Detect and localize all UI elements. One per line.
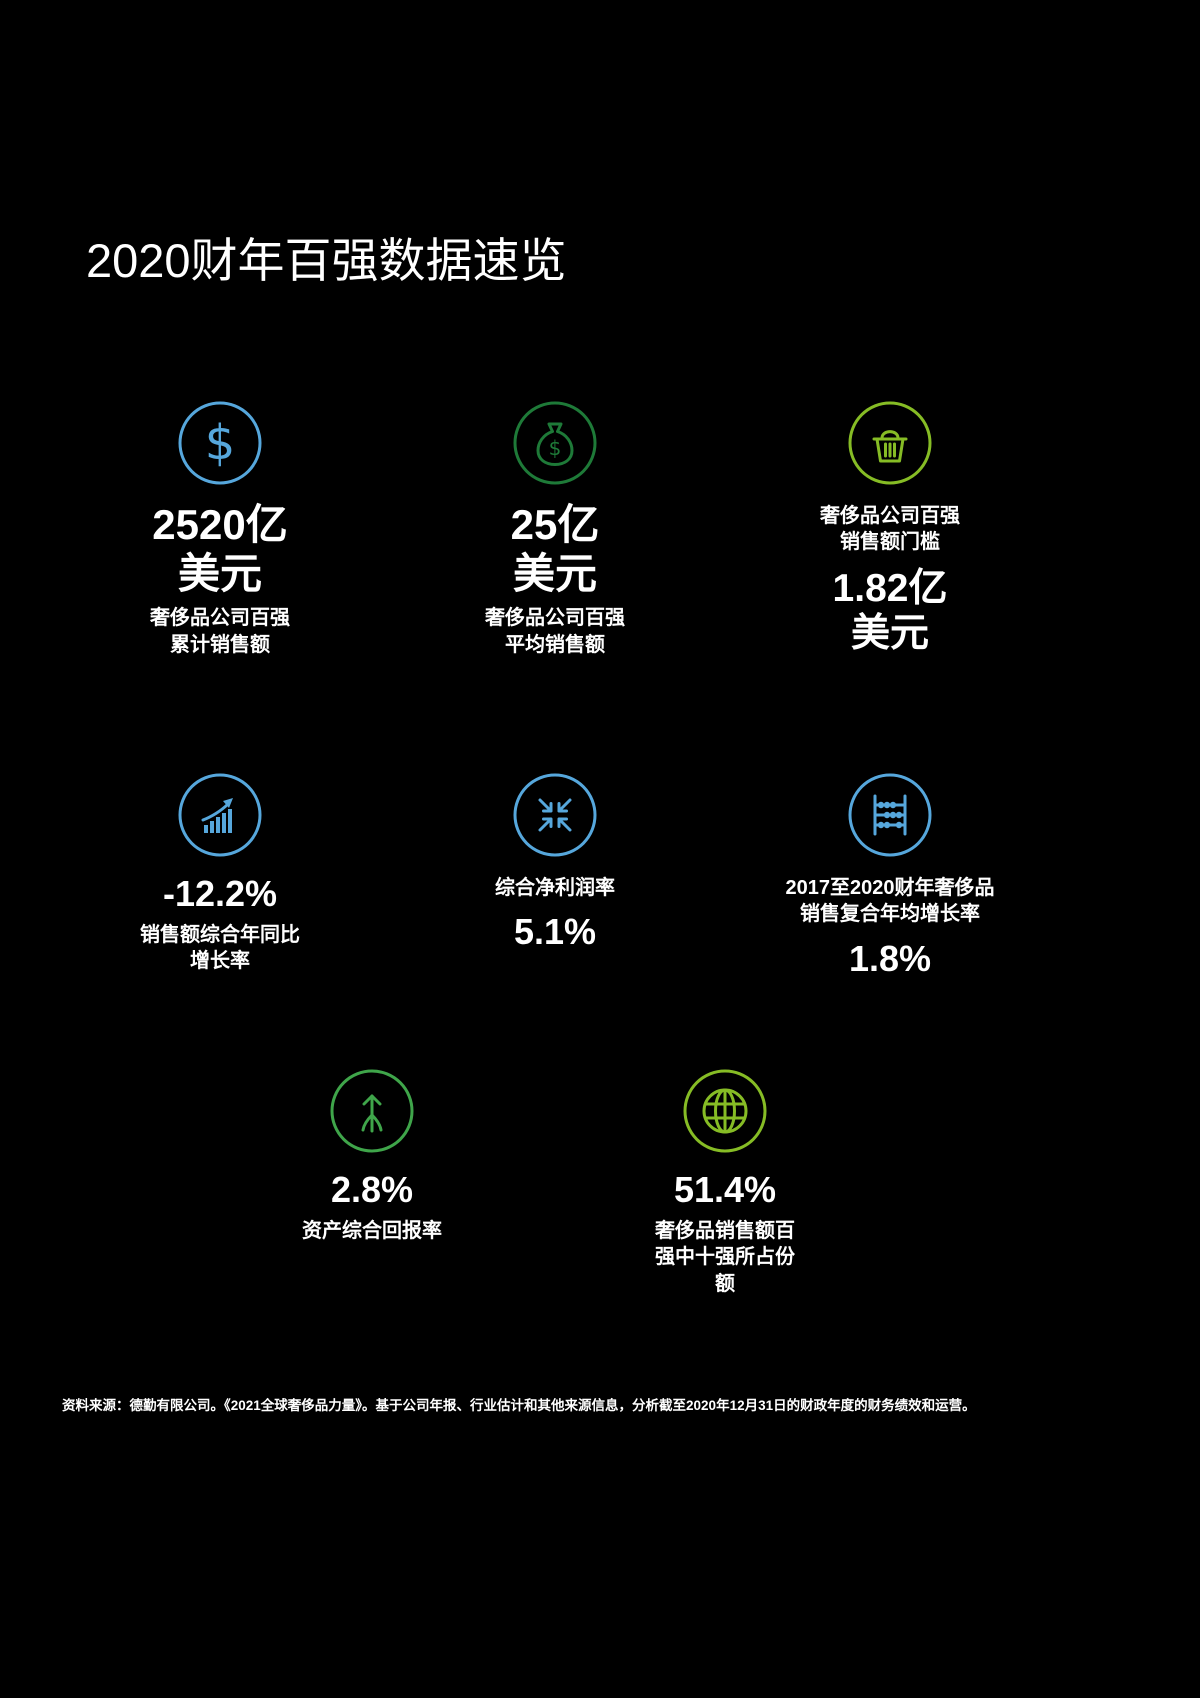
stat-value: -12.2% — [162, 873, 278, 914]
stat-label: 销售额综合年同比 增长率 — [140, 923, 300, 973]
stat-label: 奢侈品销售额百 强中十强所占份 额 — [655, 1219, 795, 1295]
stat-average-sales: $ 25亿 美元 奢侈品公司百强 平均销售额 — [395, 400, 715, 658]
stat-sales-threshold: 奢侈品公司百强 销售额门槛 1.82亿 美元 — [730, 400, 1050, 656]
dollar-circle-icon: $ — [177, 400, 263, 486]
stat-label: 综合净利润率 — [495, 877, 615, 899]
page-title: 2020财年百强数据速览 — [86, 234, 567, 287]
stat-value: 51.4% — [673, 1169, 777, 1210]
stat-top10-share: 51.4% 奢侈品销售额百 强中十强所占份 额 — [565, 1068, 885, 1297]
stat-cumulative-sales: $ 2520亿 美元 奢侈品公司百强 累计销售额 — [60, 400, 380, 658]
stat-value: 1.8% — [848, 937, 932, 979]
stat-yoy-growth: -12.2% 销售额综合年同比 增长率 — [60, 772, 380, 975]
stat-value: 25亿 美元 — [510, 501, 600, 597]
stat-label: 奢侈品公司百强 销售额门槛 — [820, 505, 960, 554]
growth-chart-icon — [177, 772, 263, 858]
money-bag-icon: $ — [512, 400, 598, 486]
stat-net-profit-margin: 综合净利润率 5.1% — [395, 772, 715, 953]
stat-label: 奢侈品公司百强 累计销售额 — [150, 607, 290, 656]
stat-label: 奢侈品公司百强 平均销售额 — [485, 607, 625, 656]
stat-value: 2.8% — [330, 1169, 414, 1210]
stat-value: 1.82亿 美元 — [832, 566, 948, 656]
svg-text:$: $ — [205, 415, 236, 471]
stat-sales-cagr: 2017至2020财年奢侈品 销售复合年均增长率 1.8% — [730, 772, 1050, 980]
stat-value: 2520亿 美元 — [152, 501, 288, 597]
compress-arrows-icon — [512, 772, 598, 858]
stat-value: 5.1% — [513, 911, 597, 953]
source-note: 资料来源：德勤有限公司。《2021全球奢侈品力量》。基于公司年报、行业估计和其他… — [62, 1398, 976, 1413]
globe-icon — [682, 1068, 768, 1154]
svg-text:$: $ — [549, 436, 562, 460]
shopping-basket-icon — [847, 400, 933, 486]
abacus-icon — [847, 772, 933, 858]
stat-return-on-assets: 2.8% 资产综合回报率 — [212, 1068, 532, 1244]
stat-label: 资产综合回报率 — [302, 1219, 442, 1242]
up-arrow-branches-icon — [329, 1068, 415, 1154]
stat-label: 2017至2020财年奢侈品 销售复合年均增长率 — [785, 877, 995, 926]
